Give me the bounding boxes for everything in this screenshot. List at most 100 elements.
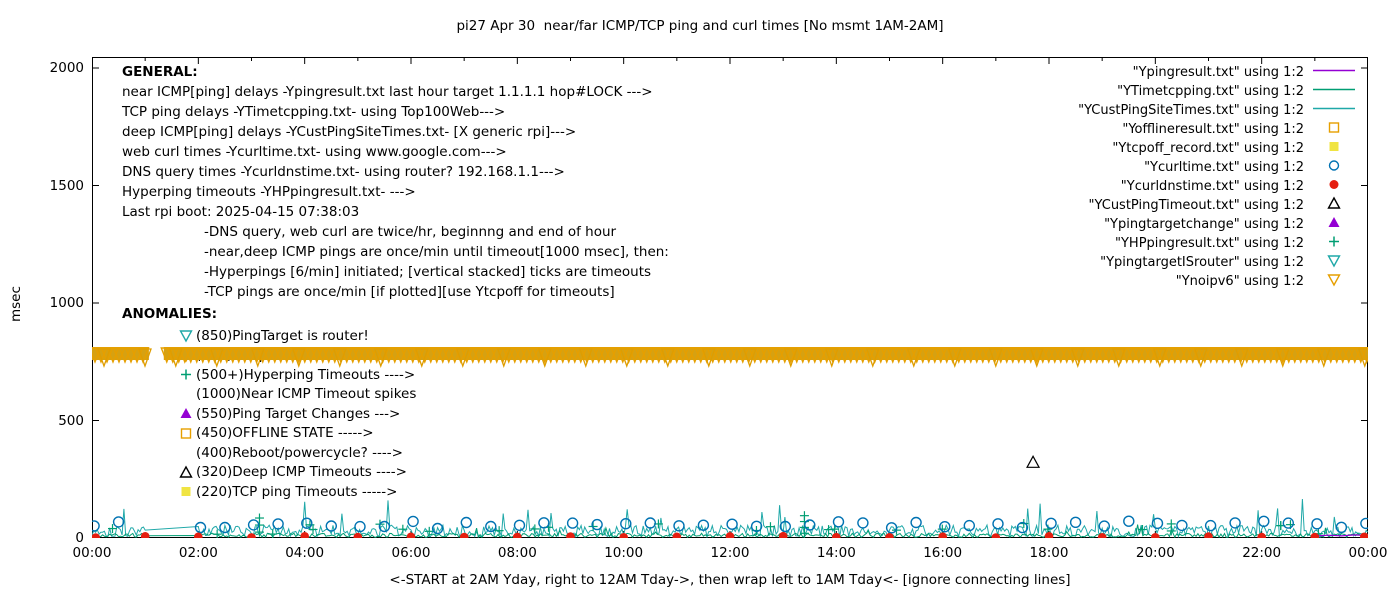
- legend-label: "YHPpingresult.txt" using 1:2: [1115, 236, 1304, 251]
- anomaly-text: (550)Ping Target Changes --->: [196, 405, 401, 422]
- y-tick-label: 1000: [49, 295, 84, 311]
- legend-label: "YpingtargetISrouter" using 1:2: [1100, 255, 1304, 270]
- legend-entry: "YCustPingTimeout.txt" using 1:2: [1078, 196, 1357, 215]
- general-annotations: GENERAL: near ICMP[ping] delays -Ypingre…: [122, 62, 669, 302]
- data-layer: [92, 57, 1368, 538]
- legend-label: "Yofflineresult.txt" using 1:2: [1122, 122, 1304, 137]
- legend-inv-triangle-open-icon: [1311, 272, 1357, 291]
- legend-label: "YTimetcpping.txt" using 1:2: [1117, 84, 1304, 99]
- legend-entry: "YTimetcpping.txt" using 1:2: [1078, 82, 1357, 101]
- legend: "Ypingresult.txt" using 1:2 "YTimetcpping…: [1078, 63, 1357, 291]
- general-line: deep ICMP[ping] delays -YCustPingSiteTim…: [122, 124, 577, 140]
- legend-square-filled-icon: [1311, 139, 1357, 158]
- anomaly-text: (500+)Hyperping Timeouts ---->: [196, 366, 416, 383]
- legend-entry: "YpingtargetISrouter" using 1:2: [1078, 253, 1357, 272]
- legend-entry: "Ytcpoff_record.txt" using 1:2: [1078, 139, 1357, 158]
- anomaly-row: (220)TCP ping Timeouts ----->: [122, 482, 416, 502]
- anomaly-square-filled-icon: [176, 484, 196, 499]
- x-tick-label: 04:00: [285, 545, 325, 561]
- legend-entry: "Ycurldnstime.txt" using 1:2: [1078, 177, 1357, 196]
- x-axis-label: <-START at 2AM Yday, right to 12AM Tday-…: [389, 572, 1071, 588]
- x-tick-label: 22:00: [1242, 545, 1282, 561]
- legend-entry: "Ynoipv6" using 1:2: [1078, 272, 1357, 291]
- legend-plus-icon: [1311, 234, 1357, 253]
- legend-label: "Ypingresult.txt" using 1:2: [1132, 65, 1304, 80]
- anomaly-square-open-icon: [176, 426, 196, 441]
- y-tick-label: 0: [75, 530, 84, 546]
- anomaly-row: (400)Reboot/powercycle? ---->: [122, 443, 416, 463]
- anomaly-text: (1000)Near ICMP Timeout spikes: [196, 386, 417, 403]
- general-line: TCP ping delays -YTimetcpping.txt- using…: [122, 104, 506, 120]
- legend-entry: "Ypingresult.txt" using 1:2: [1078, 63, 1357, 82]
- legend-label: "Ypingtargetchange" using 1:2: [1104, 217, 1304, 232]
- x-tick-label: 00:00: [1348, 545, 1388, 561]
- x-tick-label: 08:00: [497, 545, 537, 561]
- anomaly-row: (450)OFFLINE STATE ----->: [122, 424, 416, 444]
- general-note: -Hyperpings [6/min] initiated; [vertical…: [204, 264, 652, 280]
- legend-entry: "Yofflineresult.txt" using 1:2: [1078, 120, 1357, 139]
- x-tick-label: 00:00: [72, 545, 112, 561]
- general-line: DNS query times -Ycurldnstime.txt- using…: [122, 164, 565, 180]
- legend-entry: "Ycurltime.txt" using 1:2: [1078, 158, 1357, 177]
- plot-area: [92, 57, 1368, 538]
- legend-line-icon: [1311, 101, 1357, 120]
- legend-inv-triangle-open-icon: [1311, 253, 1357, 272]
- anomaly-text: (450)OFFLINE STATE ----->: [196, 425, 374, 442]
- legend-entry: "YHPpingresult.txt" using 1:2: [1078, 234, 1357, 253]
- anomaly-text: (400)Reboot/powercycle? ---->: [196, 444, 403, 461]
- legend-circle-filled-icon: [1311, 177, 1357, 196]
- x-tick-label: 10:00: [604, 545, 644, 561]
- legend-line-icon: [1311, 63, 1357, 82]
- legend-label: "Ycurltime.txt" using 1:2: [1144, 160, 1304, 175]
- anomaly-row: (850)PingTarget is router!: [122, 326, 416, 346]
- legend-square-open-icon: [1311, 120, 1357, 139]
- anomaly-triangle-open-icon: [176, 465, 196, 480]
- anomaly-row: (500+)Hyperping Timeouts ---->: [122, 365, 416, 385]
- anomaly-row: (775)No ipv6 ---->: [122, 346, 416, 366]
- legend-label: "Ycurldnstime.txt" using 1:2: [1120, 179, 1304, 194]
- anomaly-text: (220)TCP ping Timeouts ----->: [196, 483, 398, 500]
- x-tick-label: 18:00: [1029, 545, 1069, 561]
- anomaly-plus-icon: [176, 367, 196, 382]
- general-heading: GENERAL:: [122, 64, 198, 80]
- legend-line-icon: [1311, 82, 1357, 101]
- anomaly-row: (1000)Near ICMP Timeout spikes: [122, 385, 416, 405]
- legend-label: "Ynoipv6" using 1:2: [1175, 274, 1304, 289]
- legend-label: "YCustPingTimeout.txt" using 1:2: [1088, 198, 1304, 213]
- anomaly-row: (320)Deep ICMP Timeouts ---->: [122, 463, 416, 483]
- general-note: -DNS query, web curl are twice/hr, begin…: [204, 224, 617, 240]
- general-line: web curl times -Ycurltime.txt- using www…: [122, 144, 507, 160]
- legend-label: "YCustPingSiteTimes.txt" using 1:2: [1078, 103, 1304, 118]
- x-tick-label: 20:00: [1135, 545, 1175, 561]
- x-tick-label: 14:00: [816, 545, 856, 561]
- y-tick-label: 2000: [49, 60, 84, 76]
- x-tick-label: 12:00: [710, 545, 750, 561]
- legend-entry: "Ypingtargetchange" using 1:2: [1078, 215, 1357, 234]
- y-tick-label: 1500: [49, 177, 84, 194]
- legend-triangle-open-icon: [1311, 196, 1357, 215]
- general-line: near ICMP[ping] delays -Ypingresult.txt …: [122, 84, 653, 100]
- x-tick-label: 06:00: [391, 545, 431, 561]
- anomaly-inv-triangle-open-icon: [176, 348, 196, 363]
- legend-entry: "YCustPingSiteTimes.txt" using 1:2: [1078, 101, 1357, 120]
- general-line: Hyperping timeouts -YHPpingresult.txt- -…: [122, 184, 416, 200]
- anomaly-text: (320)Deep ICMP Timeouts ---->: [196, 464, 407, 481]
- x-tick-label: 02:00: [178, 545, 218, 561]
- y-tick-label: 500: [58, 412, 84, 429]
- legend-triangle-filled-icon: [1311, 215, 1357, 234]
- x-tick-label: 16:00: [923, 545, 963, 561]
- legend-label: "Ytcpoff_record.txt" using 1:2: [1112, 141, 1304, 156]
- general-note: -TCP pings are once/min [if plotted][use…: [204, 284, 615, 300]
- legend-circle-open-icon: [1311, 158, 1357, 177]
- anomaly-text: (850)PingTarget is router!: [196, 327, 369, 344]
- anomaly-no-icon: [176, 445, 196, 460]
- chart-title: pi27 Apr 30 near/far ICMP/TCP ping and c…: [456, 18, 944, 34]
- general-line: Last rpi boot: 2025-04-15 07:38:03: [122, 204, 360, 220]
- general-note: -near,deep ICMP pings are once/min until…: [204, 244, 669, 260]
- anomaly-triangle-filled-icon: [176, 406, 196, 421]
- anomalies-heading: ANOMALIES:: [122, 306, 218, 322]
- anomaly-row: (550)Ping Target Changes --->: [122, 404, 416, 424]
- anomaly-no-icon: [176, 387, 196, 402]
- anomaly-text: (775)No ipv6 ---->: [196, 347, 319, 364]
